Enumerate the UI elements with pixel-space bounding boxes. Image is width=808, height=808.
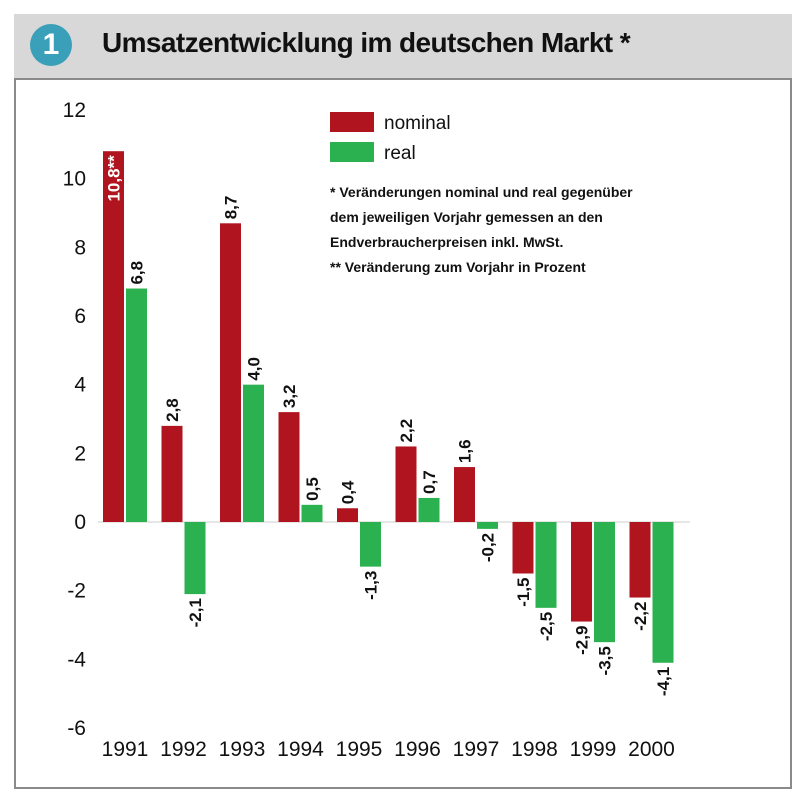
value-label-nominal-1994: 3,2	[280, 384, 299, 408]
x-tick-label-1994: 1994	[277, 738, 324, 761]
bar-nominal-1996	[395, 446, 417, 522]
legend: nominal real	[330, 112, 451, 164]
x-tick-label-1997: 1997	[453, 738, 500, 761]
y-tick-label: 12	[63, 99, 86, 122]
value-label-real-1998: -2,5	[537, 612, 556, 641]
y-tick-label: 6	[74, 305, 86, 328]
y-tick-label: 0	[74, 511, 86, 534]
bars-group	[103, 151, 674, 663]
x-tick-label-1996: 1996	[394, 738, 441, 761]
value-label-real-1997: -0,2	[479, 533, 498, 562]
value-label-nominal-2000: -2,2	[631, 602, 650, 631]
y-tick-label: 4	[74, 374, 86, 397]
y-tick-label: -2	[67, 580, 86, 603]
x-tick-label-2000: 2000	[628, 738, 675, 761]
legend-label-real: real	[384, 143, 416, 164]
footnotes: * Veränderungen nominal und real gegenüb…	[330, 180, 750, 280]
value-labels: 10,8** 6,8 2,8 -2,1 8,7 4,0 3,2 0,5 0,4 -1,3 2,2 0,…	[105, 155, 674, 696]
bar-real-1994	[301, 504, 323, 522]
bar-nominal-1994	[278, 412, 300, 522]
value-label-real-1994: 0,5	[303, 477, 322, 501]
x-tick-label-1995: 1995	[336, 738, 383, 761]
y-tick-label: 10	[63, 168, 86, 191]
value-label-real-1991: 6,8	[128, 261, 147, 285]
bar-real-1997	[477, 522, 498, 529]
footnote-line-1: * Veränderungen nominal und real gegenüb…	[330, 184, 633, 200]
x-tick-label-1992: 1992	[160, 738, 207, 761]
x-tick-label-1998: 1998	[511, 738, 558, 761]
bar-real-1993	[243, 384, 264, 522]
y-axis-ticks: 12 10 8 6 4 2 0 -2 -4 -6	[63, 99, 87, 740]
footnote-line-4: ** Veränderung zum Vorjahr in Prozent	[330, 259, 586, 275]
value-label-nominal-1998: -1,5	[514, 578, 533, 607]
bar-nominal-1995	[337, 508, 358, 522]
bar-real-2000	[652, 522, 674, 663]
y-tick-label: -6	[67, 717, 86, 740]
value-label-nominal-1991: 10,8**	[105, 155, 124, 202]
chart-title: Umsatzentwicklung im deutschen Markt *	[102, 27, 631, 58]
x-tick-label-1999: 1999	[570, 738, 617, 761]
bar-real-1992	[184, 522, 206, 595]
bar-real-1991	[126, 288, 147, 522]
bar-nominal-1992	[161, 425, 183, 522]
value-label-real-1992: -2,1	[186, 598, 205, 627]
value-label-real-1993: 4,0	[245, 357, 264, 381]
value-label-real-2000: -4,1	[654, 667, 673, 696]
legend-swatch-nominal	[330, 112, 374, 132]
legend-label-nominal: nominal	[384, 113, 451, 134]
value-label-nominal-1996: 2,2	[397, 419, 416, 443]
footnote-line-3: Endverbraucherpreisen inkl. MwSt.	[330, 234, 564, 250]
value-label-real-1996: 0,7	[420, 470, 439, 494]
bar-real-1998	[535, 522, 557, 608]
x-axis-labels: 1991 1992 1993 1994 1995 1996 1997 1998 1999 2000	[102, 738, 675, 761]
chart-header: 1 Umsatzentwicklung im deutschen Markt *	[14, 14, 792, 80]
bar-nominal-1998	[512, 522, 534, 574]
value-label-real-1999: -3,5	[596, 646, 615, 675]
value-label-nominal-1992: 2,8	[163, 398, 182, 422]
bar-nominal-1993	[220, 223, 241, 523]
footnote-line-2: dem jeweiligen Vorjahr gemessen an den	[330, 209, 603, 225]
x-tick-label-1991: 1991	[102, 738, 149, 761]
bar-real-1996	[418, 497, 440, 522]
legend-swatch-real	[330, 142, 374, 162]
bar-real-1995	[360, 522, 381, 567]
bar-nominal-1999	[571, 522, 592, 622]
bar-nominal-1997	[454, 467, 475, 522]
bar-nominal-1991	[103, 151, 124, 522]
value-label-nominal-1997: 1,6	[456, 439, 475, 463]
value-label-nominal-1999: -2,9	[573, 626, 592, 655]
y-tick-label: -4	[67, 648, 86, 671]
bar-real-1999	[594, 522, 615, 643]
value-label-nominal-1995: 0,4	[339, 480, 358, 504]
chart-panel: 1 Umsatzentwicklung im deutschen Markt *	[14, 14, 792, 789]
value-label-nominal-1993: 8,7	[222, 196, 241, 220]
bar-nominal-2000	[629, 522, 651, 598]
value-label-real-1995: -1,3	[362, 571, 381, 600]
y-tick-label: 2	[74, 442, 86, 465]
number-badge: 1	[30, 24, 72, 66]
y-tick-label: 8	[74, 236, 86, 259]
x-tick-label-1993: 1993	[219, 738, 266, 761]
